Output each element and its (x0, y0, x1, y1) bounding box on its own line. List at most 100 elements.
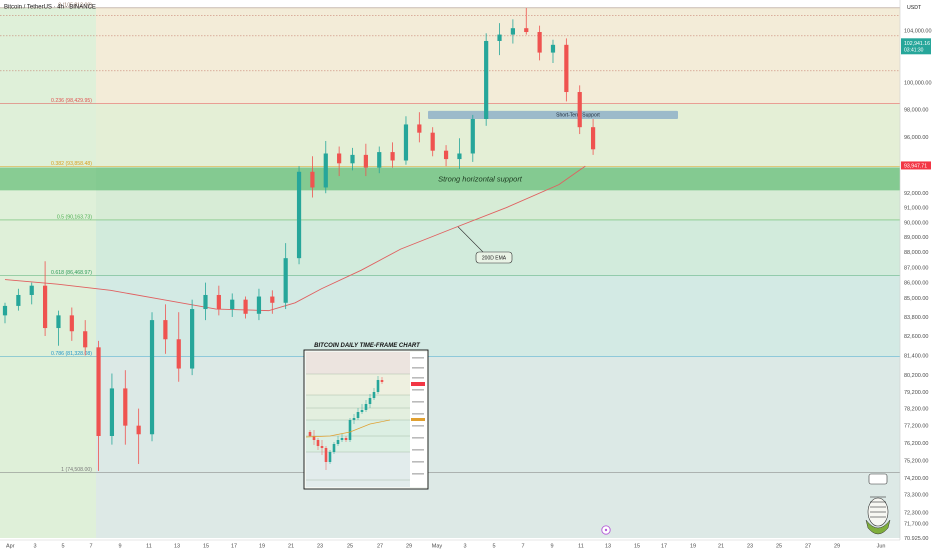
candle-body (2, 305, 8, 316)
time-tick-label: 23 (317, 544, 323, 550)
time-tick-label: 3 (463, 544, 466, 550)
fib-label: 0.786 (81,328.08) (51, 351, 92, 357)
price-tick-label: 74,200.00 (904, 476, 928, 482)
time-tick-label: 13 (174, 544, 180, 550)
time-tick-label: 17 (231, 544, 237, 550)
inset-candle-body (356, 412, 360, 418)
price-tick-label: 79,200.00 (904, 390, 928, 396)
price-tick-label: 83,800.00 (904, 315, 928, 321)
price-tick-label: 88,000.00 (904, 250, 928, 256)
price-tick-label: 92,000.00 (904, 191, 928, 197)
inset-candle-body (364, 404, 368, 410)
time-tick-label: 11 (578, 544, 584, 550)
ema-line (4, 165, 586, 312)
time-tick-label: 19 (690, 544, 696, 550)
inset-candle-body (324, 448, 328, 462)
mascot-cap (868, 473, 888, 485)
inset-axis-tick (412, 473, 424, 475)
inset-candle-body (308, 432, 312, 436)
inset-candle-body (360, 410, 364, 412)
time-tick-label: 21 (718, 544, 724, 550)
price-tick-label: 100,000.00 (904, 81, 932, 87)
ema-callout-box (475, 251, 513, 264)
time-tick-label: 15 (203, 544, 209, 550)
candle-body (497, 34, 502, 41)
price-tick-label: 89,000.00 (904, 235, 928, 241)
candle-body (564, 44, 569, 93)
candle-body (590, 127, 596, 150)
candle-body (510, 28, 515, 35)
time-axis[interactable]: Apr 3 5 7 9 11 13 15 17 19 21 23 25 27 29 May 3 5 7 9 11 13 15… (0, 539, 932, 550)
time-tick-label: 7 (89, 544, 92, 550)
candle-body (363, 154, 368, 168)
price-tick-label: 71,700.00 (904, 522, 928, 528)
price-tick-label: 90,000.00 (904, 220, 928, 226)
inset-candle-body (320, 446, 324, 448)
time-tick-label: 21 (288, 544, 294, 550)
candle-body (310, 171, 315, 188)
inset-band (306, 374, 410, 395)
time-tick-label: 5 (61, 544, 64, 550)
ema-callout-label: 200D EMA (482, 256, 507, 262)
candle-body (256, 296, 262, 314)
background-bands (0, 7, 900, 538)
inset-candle-body (380, 380, 384, 382)
candle-body (417, 124, 422, 133)
price-tick-label: 91,000.00 (904, 206, 928, 212)
candle-body (176, 339, 181, 369)
ema-callout-line (457, 226, 484, 253)
inset-axis-tick (412, 437, 424, 439)
watermark-dot (604, 528, 608, 532)
inset-candle-body (332, 444, 336, 452)
fib-label: 1 (74,508.00) (61, 467, 92, 473)
fib-band (96, 472, 900, 538)
time-tick-label: 17 (661, 544, 667, 550)
inset-axis-tick (412, 413, 424, 415)
inset-band (306, 452, 410, 487)
candle-body (96, 347, 101, 436)
candle-body (56, 315, 61, 329)
price-tick-label: 76,200.00 (904, 441, 928, 447)
candle-body (537, 32, 542, 53)
candle-body (149, 320, 155, 435)
candle-body (29, 285, 34, 295)
time-tick-label: Apr (6, 544, 15, 550)
inset-axis-tick (412, 449, 424, 451)
candle-body (550, 44, 556, 53)
price-tick-label: 78,200.00 (904, 407, 928, 413)
annotations: 200D EMA (457, 226, 513, 264)
time-tick-label: 25 (776, 544, 782, 550)
time-tick-label: May (432, 544, 443, 550)
fib-label: 0.618 (86,468.97) (51, 270, 92, 276)
strong-support-zone (0, 167, 900, 191)
price-tick-label: 96,000.00 (904, 135, 928, 141)
inset-axis-tick (412, 357, 424, 359)
time-tick-label: Jun (877, 544, 886, 550)
candle-body (484, 40, 489, 119)
price-tick-label: 73,300.00 (904, 492, 928, 498)
fib-band (96, 219, 900, 276)
candle-body (136, 425, 141, 435)
candles (2, 8, 596, 472)
candle-body (524, 28, 529, 33)
inset-candle-body (316, 440, 320, 446)
fib-band (96, 356, 900, 473)
time-tick-label: 3 (33, 544, 36, 550)
inset-candle-body (328, 452, 332, 462)
candle-body (443, 150, 449, 160)
price-axis[interactable]: 104,000.00 100,000.00 98,000.00 96,000.00 92… (899, 0, 932, 550)
time-tick-label: 11 (146, 544, 152, 550)
price-axis-bg (900, 0, 932, 550)
inset-candle-body (340, 438, 344, 440)
left-band (0, 8, 96, 538)
candle-body (270, 296, 275, 303)
inset-chart: BITCOIN DAILY TIME-FRAME CHART (303, 343, 429, 490)
candle-body (337, 153, 342, 164)
candle-body (163, 320, 168, 340)
candle-body (69, 315, 74, 332)
time-tick-label: 27 (805, 544, 811, 550)
candle-body (470, 118, 475, 154)
price-tick-label: 77,200.00 (904, 424, 928, 430)
